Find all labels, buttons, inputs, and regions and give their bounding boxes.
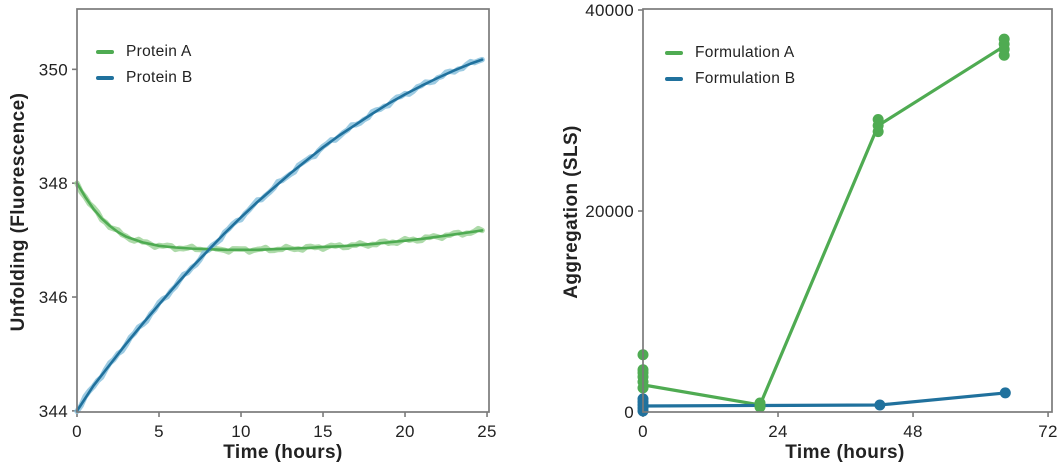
formulation-a-data-point bbox=[754, 397, 766, 409]
x-tick-label: 0 bbox=[72, 422, 82, 441]
protein-a-fit-line bbox=[75, 181, 484, 252]
protein-b-swatch-icon bbox=[96, 75, 114, 80]
plot-frame bbox=[76, 8, 490, 413]
formulation-b-data-point bbox=[999, 387, 1011, 399]
aggregation-chart: 0 24 48 72 0 20000 40000 bbox=[585, 1, 1058, 441]
x-tick-label: 5 bbox=[154, 422, 164, 441]
protein-b-scatter-band bbox=[74, 56, 485, 414]
x-tick-label: 25 bbox=[477, 422, 497, 441]
legend-item-formulation-a: Formulation A bbox=[665, 44, 795, 61]
x-tick-label: 48 bbox=[903, 422, 923, 441]
x-tick-label: 20 bbox=[395, 422, 415, 441]
aggregation-y-axis-label: Aggregation (SLS) bbox=[561, 125, 582, 299]
unfolding-x-axis-label: Time (hours) bbox=[223, 442, 343, 463]
legend-item-protein-a: Protein A bbox=[96, 43, 192, 60]
unfolding-chart: 0 5 10 15 20 25 344 346 348 350 bbox=[39, 8, 497, 441]
y-tick-label: 0 bbox=[624, 403, 634, 422]
formulation-a-data-point bbox=[998, 33, 1010, 45]
legend-item-formulation-b: Formulation B bbox=[665, 70, 795, 87]
formulation-b-swatch-icon bbox=[665, 76, 683, 81]
x-tick-label: 24 bbox=[768, 422, 788, 441]
formulation-b-legend-label: Formulation B bbox=[695, 69, 796, 87]
unfolding-legend: Protein A Protein B bbox=[96, 43, 192, 86]
formulation-a-data-point bbox=[872, 114, 884, 126]
formulation-a-swatch-icon bbox=[665, 50, 683, 55]
legend-item-protein-b: Protein B bbox=[96, 69, 192, 86]
y-tick-label: 346 bbox=[39, 288, 68, 307]
formulation-b-data-point bbox=[874, 399, 886, 411]
y-tick-label: 348 bbox=[39, 174, 68, 193]
plot-frame bbox=[642, 8, 1053, 413]
protein-a-swatch-icon bbox=[96, 49, 114, 54]
y-tick-label: 350 bbox=[39, 60, 68, 79]
protein-a-legend-label: Protein A bbox=[126, 42, 192, 60]
aggregation-legend: Formulation A Formulation B bbox=[665, 44, 795, 87]
y-tick-label: 344 bbox=[39, 402, 68, 421]
unfolding-y-axis-label: Unfolding (Fluorescence) bbox=[8, 92, 29, 332]
protein-b-legend-label: Protein B bbox=[126, 68, 193, 86]
protein-b-fit-line bbox=[75, 58, 484, 413]
x-tick-label: 15 bbox=[313, 422, 333, 441]
formulation-a-line bbox=[641, 44, 1006, 407]
x-tick-label: 0 bbox=[638, 422, 648, 441]
y-tick-label: 20000 bbox=[585, 202, 634, 221]
y-tick-label: 40000 bbox=[585, 1, 634, 20]
x-tick-label: 10 bbox=[231, 422, 251, 441]
formulation-a-legend-label: Formulation A bbox=[695, 43, 795, 61]
x-tick-label: 72 bbox=[1038, 422, 1058, 441]
aggregation-x-axis-label: Time (hours) bbox=[785, 442, 905, 463]
